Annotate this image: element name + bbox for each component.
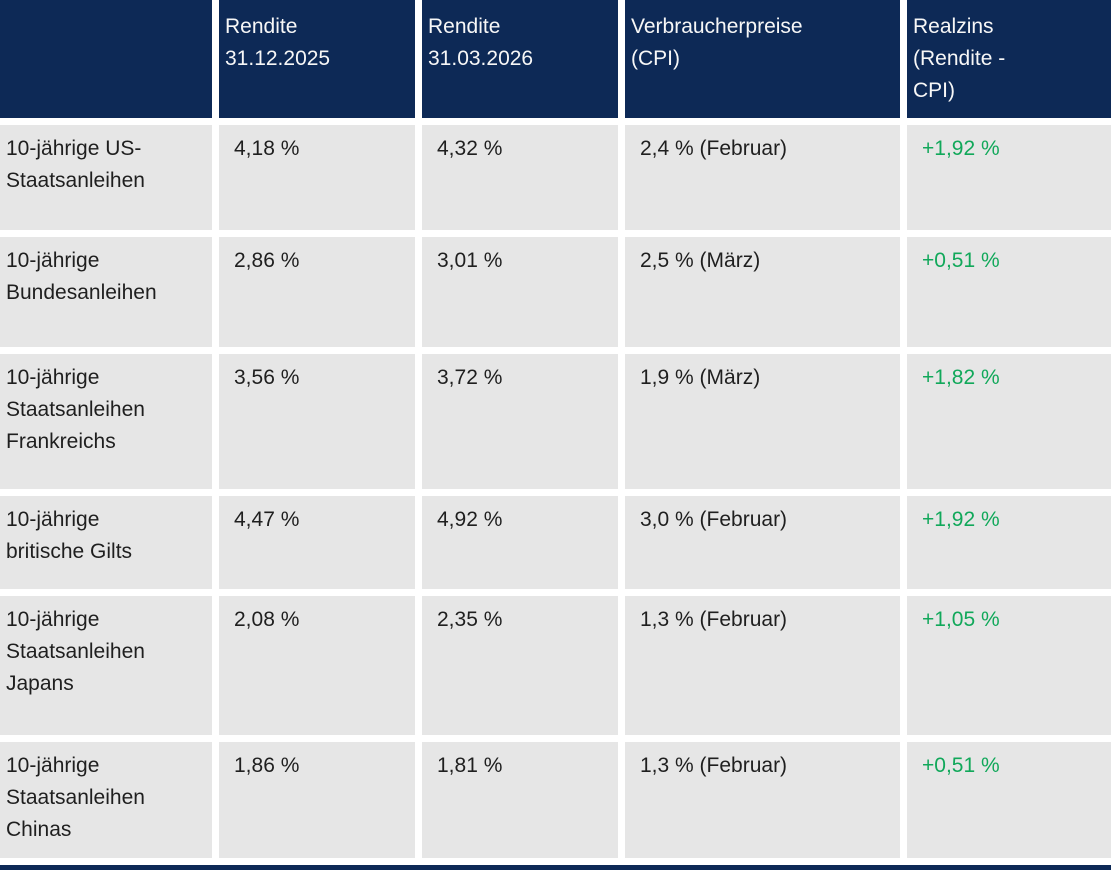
column-header-rendite-mar: Rendite 31.03.2026 <box>422 0 618 118</box>
table-row-japan: 10-jährige Staatsanleihen Japans 2,08 % … <box>0 596 1111 735</box>
realzins-value: +1,92 % <box>907 496 1111 589</box>
rendite-dec-value: 2,86 % <box>219 237 415 347</box>
row-label: 10-jährige Staatsanleihen Frankreichs <box>0 354 212 489</box>
column-header-realzins: Realzins (Rendite - CPI) <box>907 0 1111 118</box>
table-bottom-border <box>0 865 1111 870</box>
row-label: 10-jährige Staatsanleihen Chinas <box>0 742 212 858</box>
rendite-dec-value: 4,18 % <box>219 125 415 230</box>
realzins-value: +0,51 % <box>907 742 1111 858</box>
table-row-frankreich: 10-jährige Staatsanleihen Frankreichs 3,… <box>0 354 1111 489</box>
column-header-rendite-dec: Rendite 31.12.2025 <box>219 0 415 118</box>
table-header-row: Rendite 31.12.2025 Rendite 31.03.2026 Ve… <box>0 0 1111 118</box>
rendite-dec-value: 1,86 % <box>219 742 415 858</box>
rendite-mar-value: 4,32 % <box>422 125 618 230</box>
rendite-mar-value: 3,01 % <box>422 237 618 347</box>
table-row-britische-gilts: 10-jährige britische Gilts 4,47 % 4,92 %… <box>0 496 1111 589</box>
row-label: 10-jährige US- Staatsanleihen <box>0 125 212 230</box>
realzins-value: +1,82 % <box>907 354 1111 489</box>
table-row-bundesanleihen: 10-jährige Bundesanleihen 2,86 % 3,01 % … <box>0 237 1111 347</box>
row-label: 10-jährige Bundesanleihen <box>0 237 212 347</box>
table-row-us-staatsanleihen: 10-jährige US- Staatsanleihen 4,18 % 4,3… <box>0 125 1111 230</box>
cpi-value: 1,9 % (März) <box>625 354 900 489</box>
rendite-dec-value: 3,56 % <box>219 354 415 489</box>
cpi-value: 2,5 % (März) <box>625 237 900 347</box>
column-header-empty <box>0 0 212 118</box>
cpi-value: 1,3 % (Februar) <box>625 742 900 858</box>
cpi-value: 1,3 % (Februar) <box>625 596 900 735</box>
row-label: 10-jährige Staatsanleihen Japans <box>0 596 212 735</box>
cpi-value: 2,4 % (Februar) <box>625 125 900 230</box>
row-label: 10-jährige britische Gilts <box>0 496 212 589</box>
realzins-value: +1,92 % <box>907 125 1111 230</box>
column-header-cpi: Verbraucherpreise (CPI) <box>625 0 900 118</box>
cpi-value: 3,0 % (Februar) <box>625 496 900 589</box>
rendite-mar-value: 4,92 % <box>422 496 618 589</box>
rendite-dec-value: 2,08 % <box>219 596 415 735</box>
rendite-mar-value: 3,72 % <box>422 354 618 489</box>
table-row-china: 10-jährige Staatsanleihen Chinas 1,86 % … <box>0 742 1111 858</box>
realzins-value: +1,05 % <box>907 596 1111 735</box>
realzins-value: +0,51 % <box>907 237 1111 347</box>
rendite-dec-value: 4,47 % <box>219 496 415 589</box>
rendite-mar-value: 2,35 % <box>422 596 618 735</box>
rendite-mar-value: 1,81 % <box>422 742 618 858</box>
